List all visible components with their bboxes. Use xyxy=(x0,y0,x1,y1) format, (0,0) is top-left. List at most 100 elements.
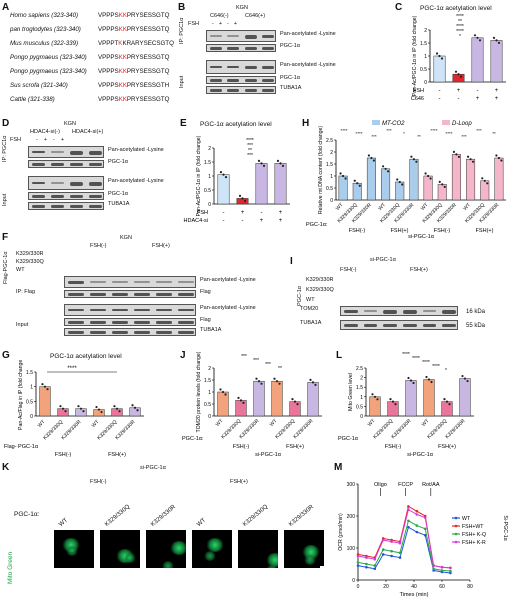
x-category-label: WT xyxy=(377,202,387,212)
alignment-row: pan troglodytes (323-340) VPPPSKKPRYSESSG… xyxy=(10,26,170,33)
ocr-point xyxy=(390,540,393,543)
blot-marker-label: PGC-1α xyxy=(108,159,128,165)
data-point xyxy=(242,401,245,404)
legend-label: WT xyxy=(462,516,471,522)
y-tick-label: 0.5 xyxy=(204,188,211,194)
y-tick-label: 0 xyxy=(208,202,211,208)
protein-band xyxy=(442,310,457,314)
x-axis-label: Times (min) xyxy=(400,592,429,598)
si-label: si-PGC-1α xyxy=(407,452,434,458)
alignment-row: Mus musculus (322-339) VPPPTKKRARYSECSGTQ xyxy=(10,40,174,47)
panel-i-row3: WT xyxy=(306,297,315,303)
panel-i-group1: FSH(-) xyxy=(340,267,357,273)
y-tick-label: 0.5 xyxy=(326,186,333,192)
bar xyxy=(459,378,471,417)
panel-j-chart: 0 0.5 1 1.5 2 TOM20 protein levels (fold chan… xyxy=(182,352,322,458)
mitochondria-signal xyxy=(304,555,316,566)
y-axis-label: TOM20 protein levels (fold change) xyxy=(196,352,202,432)
sequence-suffix: PRYSESSGTQ xyxy=(126,12,170,19)
y-tick-label: 1 xyxy=(424,54,427,60)
data-point xyxy=(241,197,244,200)
panel-d-fsh: FSH xyxy=(10,137,21,143)
y-tick-label: 2 xyxy=(330,150,333,156)
protein-band xyxy=(90,321,106,324)
data-point xyxy=(275,380,279,383)
protein-band xyxy=(227,66,240,68)
data-point xyxy=(440,57,444,60)
group-label: FSH(+) xyxy=(108,452,126,458)
x-category-label: WT xyxy=(269,418,279,428)
data-point xyxy=(115,407,119,410)
group-label: FSH(-) xyxy=(55,452,72,458)
y-tick-label: 0 xyxy=(208,414,211,420)
data-point xyxy=(43,385,47,388)
y-tick-label: 1.5 xyxy=(356,385,363,391)
condition-label: HDAC4-si xyxy=(184,218,208,224)
ocr-point xyxy=(449,571,452,575)
data-point xyxy=(424,172,427,175)
condition-label: C646 xyxy=(411,96,424,102)
bar xyxy=(381,168,391,201)
data-point xyxy=(461,374,464,378)
protein-band xyxy=(244,35,257,39)
data-point xyxy=(219,171,223,174)
data-point xyxy=(341,174,345,178)
protein-band xyxy=(69,195,84,198)
x-category-label: K329/330R xyxy=(238,418,260,440)
image-column-label: K329/330Q xyxy=(242,503,270,528)
protein-band xyxy=(227,47,240,51)
panel-c-label: C xyxy=(395,2,403,13)
protein-band xyxy=(178,281,194,283)
si-label: si-PGC-1α xyxy=(255,452,282,458)
data-point xyxy=(441,183,444,186)
condition-sign: + xyxy=(241,210,245,216)
data-point xyxy=(118,410,121,413)
panel-f-cell: KGN xyxy=(120,235,132,241)
data-point xyxy=(222,173,225,176)
data-point xyxy=(279,162,282,165)
significance-marker: **** xyxy=(445,131,452,136)
blot-strip xyxy=(28,160,104,168)
ocr-series-line xyxy=(357,520,451,572)
y-tick-label: 2 xyxy=(208,146,211,152)
data-point xyxy=(473,34,477,37)
data-point xyxy=(391,400,395,403)
x-row-label: PGC-1α: xyxy=(182,436,204,442)
legend-marker xyxy=(454,524,458,528)
significance-marker: ** xyxy=(417,134,421,139)
data-point xyxy=(478,39,482,42)
y-tick-label: 0.5 xyxy=(204,402,211,408)
x-tick-label: 80 xyxy=(467,584,473,590)
data-point xyxy=(344,177,347,180)
bar xyxy=(451,154,461,201)
y-tick-label: 1 xyxy=(30,385,33,391)
ocr-point xyxy=(365,562,368,566)
x-category-label: K329/330R xyxy=(444,418,466,440)
protein-band xyxy=(262,89,275,93)
y-tick-label: 2 xyxy=(360,376,363,382)
lysine-residues: KK xyxy=(118,68,127,75)
protein-band xyxy=(31,182,46,184)
protein-band xyxy=(68,309,84,312)
data-point xyxy=(427,378,431,381)
bar xyxy=(235,400,247,417)
panel-b-label: B xyxy=(178,2,186,13)
bar xyxy=(387,401,399,417)
x-category-label: WT xyxy=(91,419,101,429)
x-category-label: WT xyxy=(462,202,472,212)
ocr-point xyxy=(415,524,419,527)
protein-band xyxy=(90,331,106,335)
data-point xyxy=(79,407,83,410)
alignment-row: Homo sapiens (323-340) VPPPSKKPRYSESSGTQ xyxy=(10,12,170,19)
data-point xyxy=(356,182,359,185)
y-tick-label: 0 xyxy=(30,414,33,420)
ocr-series-line xyxy=(357,508,451,569)
panel-l-label: L xyxy=(336,350,343,361)
injection-label: Rot/AA xyxy=(422,482,440,488)
protein-band xyxy=(134,321,150,324)
data-point xyxy=(339,172,342,175)
data-point xyxy=(276,159,280,162)
data-point xyxy=(219,388,222,391)
data-point xyxy=(255,377,258,380)
panel-b-input: Input xyxy=(179,75,185,88)
